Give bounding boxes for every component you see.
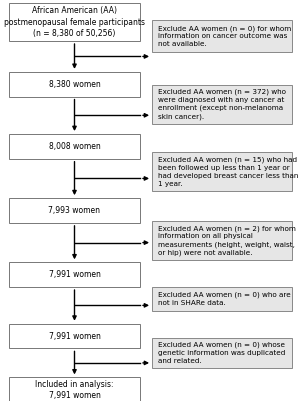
Text: 7,991 women: 7,991 women: [49, 332, 100, 340]
FancyBboxPatch shape: [9, 3, 140, 41]
FancyBboxPatch shape: [9, 72, 140, 97]
FancyBboxPatch shape: [152, 287, 292, 311]
FancyBboxPatch shape: [9, 262, 140, 287]
FancyBboxPatch shape: [152, 85, 292, 124]
Text: Excluded AA women (n = 0) who are
not in SHARe data.: Excluded AA women (n = 0) who are not in…: [158, 292, 291, 306]
FancyBboxPatch shape: [152, 152, 292, 191]
Text: 7,993 women: 7,993 women: [49, 206, 100, 215]
Text: 8,380 women: 8,380 women: [49, 80, 100, 89]
Text: Excluded AA women (n = 15) who had
been followed up less than 1 year or
had deve: Excluded AA women (n = 15) who had been …: [158, 157, 298, 186]
Text: 8,008 women: 8,008 women: [49, 142, 100, 151]
FancyBboxPatch shape: [9, 324, 140, 348]
FancyBboxPatch shape: [152, 221, 292, 260]
Text: Excluded AA women (n = 0) whose
genetic information was duplicated
and related.: Excluded AA women (n = 0) whose genetic …: [158, 342, 285, 364]
FancyBboxPatch shape: [9, 377, 140, 401]
Text: 7,991 women: 7,991 women: [49, 270, 100, 279]
FancyBboxPatch shape: [152, 20, 292, 52]
Text: Exclude AA women (n = 0) for whom
information on cancer outcome was
not availabl: Exclude AA women (n = 0) for whom inform…: [158, 25, 291, 47]
Text: Excluded AA women (n = 2) for whom
information on all physical
measurements (hei: Excluded AA women (n = 2) for whom infor…: [158, 225, 296, 256]
FancyBboxPatch shape: [9, 134, 140, 159]
Text: Excluded AA women (n = 372) who
were diagnosed with any cancer at
enrollment (ex: Excluded AA women (n = 372) who were dia…: [158, 89, 286, 119]
FancyBboxPatch shape: [152, 338, 292, 368]
Text: Included in analysis:
7,991 women: Included in analysis: 7,991 women: [35, 380, 114, 400]
Text: African American (AA)
postmenopausal female participants
(n = 8,380 of 50,256): African American (AA) postmenopausal fem…: [4, 6, 145, 38]
FancyBboxPatch shape: [9, 198, 140, 223]
